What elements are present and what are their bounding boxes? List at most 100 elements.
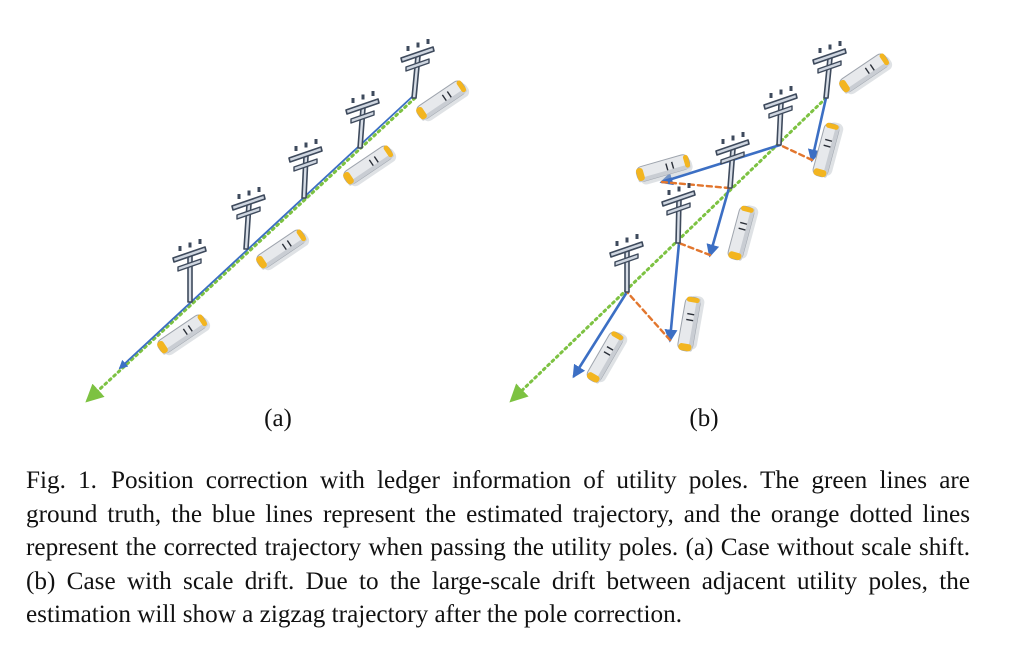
estimated-trajectory-segment: [664, 241, 681, 343]
pole-insulator: [371, 91, 375, 96]
pole-crossarm-top: [231, 194, 266, 211]
train-door: [738, 227, 746, 231]
pole-insulator: [615, 241, 619, 246]
pole-insulator: [351, 98, 355, 103]
pole-crossarm-top: [661, 190, 696, 207]
utility-pole: [609, 234, 644, 293]
train-door: [603, 351, 611, 356]
train-side: [162, 322, 208, 355]
panel-a-no-scale-shift: [85, 39, 470, 403]
train-side: [737, 208, 755, 261]
utility-pole: [400, 39, 435, 99]
train-car: [727, 205, 759, 261]
train-rear: [682, 154, 691, 168]
train-front: [813, 168, 827, 178]
train-rear: [197, 314, 208, 327]
pole-crossarm-bottom: [293, 158, 318, 172]
pole-insulator: [198, 239, 202, 244]
train-front: [678, 343, 692, 352]
pole-crossarm-top: [172, 246, 207, 263]
train-side: [822, 125, 840, 178]
train-front: [635, 167, 645, 181]
train-door: [373, 156, 379, 163]
train-door: [187, 325, 193, 332]
train-side: [688, 298, 701, 352]
utility-pole: [715, 132, 750, 189]
pole-insulator: [721, 139, 725, 144]
pole-insulator: [361, 94, 365, 100]
figure-caption: Fig. 1. Position correction with ledger i…: [26, 464, 970, 632]
train-door: [869, 64, 875, 71]
train-side: [348, 153, 394, 186]
train-front: [586, 372, 600, 383]
pole-crossarm-top: [763, 93, 798, 110]
train-body: [839, 53, 889, 93]
estimated-trajectory-segment: [706, 186, 731, 258]
caption-text: Position correction with ledger informat…: [26, 467, 970, 629]
train-rear: [456, 80, 467, 93]
pole-insulator: [416, 42, 420, 48]
pole-crossarm-bottom: [614, 253, 639, 267]
train-door: [606, 345, 614, 351]
train-door: [182, 328, 188, 336]
pole-insulator: [838, 41, 842, 46]
pole-insulator: [178, 246, 182, 251]
pole-insulator: [314, 139, 318, 144]
train-car: [416, 80, 470, 122]
pole-crossarm-top: [715, 139, 750, 156]
train-door: [670, 161, 675, 169]
pole-insulator: [625, 237, 629, 243]
pole-crossarm-top: [345, 98, 380, 115]
pole-insulator: [769, 93, 773, 98]
train-car: [343, 145, 397, 187]
pole-insulator: [426, 39, 430, 44]
pole-insulator: [406, 46, 410, 51]
train-car: [157, 314, 211, 356]
train-car: [256, 229, 310, 271]
pole-crossarm-bottom: [666, 202, 691, 216]
pole-crossarm-top: [400, 46, 435, 63]
train-front: [728, 251, 742, 261]
estimated-trajectory-segment: [572, 290, 629, 379]
pole-insulator: [294, 146, 298, 151]
train-door: [441, 94, 447, 102]
utility-pole: [763, 86, 798, 146]
corrected-trajectory-segment: [660, 180, 731, 190]
train-car: [839, 53, 893, 95]
pole-insulator: [789, 86, 793, 91]
estimated-trajectory-line: [118, 95, 414, 370]
train-rear: [740, 205, 754, 213]
pole-insulator: [677, 186, 681, 192]
pole-crossarm-bottom: [350, 110, 375, 124]
pole-crossarm-top: [812, 48, 847, 65]
train-car: [677, 295, 705, 352]
pole-insulator: [188, 242, 192, 248]
train-rear: [825, 122, 839, 130]
utility-pole: [288, 139, 323, 199]
train-door: [687, 312, 695, 316]
train-rear: [383, 145, 394, 158]
pole-insulator: [237, 194, 241, 199]
train-door: [864, 67, 870, 75]
train-door: [686, 318, 694, 322]
train-front: [839, 79, 850, 93]
pole-crossarm-bottom: [177, 258, 202, 272]
utility-pole: [231, 187, 266, 250]
train-front: [256, 255, 267, 269]
train-front: [416, 106, 427, 120]
pole-insulator: [779, 89, 783, 95]
utility-pole: [661, 183, 696, 244]
panel-a-label: (a): [264, 405, 292, 432]
pole-crossarm-top: [609, 241, 644, 258]
pole-insulator: [667, 190, 671, 195]
train-door: [368, 159, 374, 167]
pole-insulator: [828, 44, 832, 50]
train-car: [812, 122, 844, 178]
train-car: [586, 331, 628, 384]
train-side: [638, 164, 691, 183]
utility-pole: [345, 91, 380, 149]
train-side: [421, 88, 467, 121]
train-rear: [611, 331, 624, 341]
train-side: [844, 61, 890, 94]
pole-insulator: [247, 190, 251, 196]
